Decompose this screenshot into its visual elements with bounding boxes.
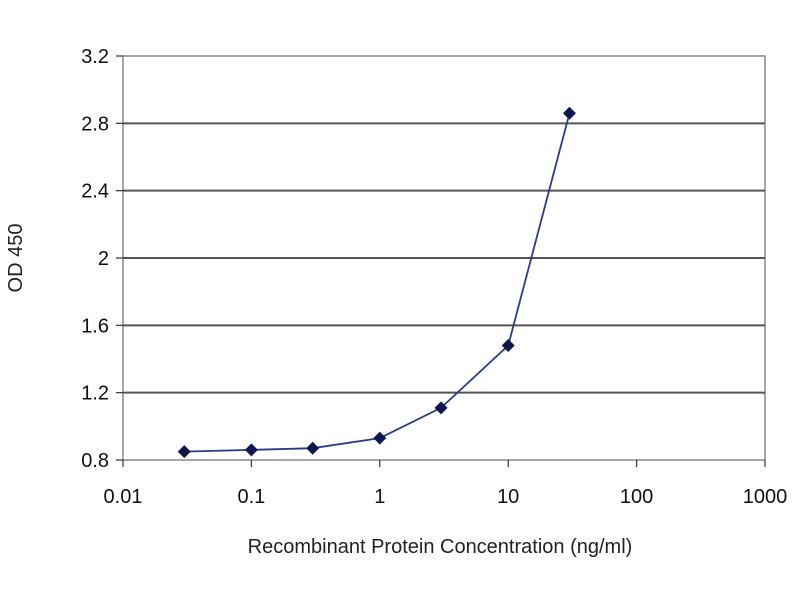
data-point [244, 443, 258, 457]
y-tick-label: 1.6 [81, 315, 109, 337]
x-tick-label: 0.1 [237, 486, 265, 508]
y-axis: 0.8 1.2 1.6 2 2.4 2.8 3.2 [81, 46, 123, 472]
x-axis-title: Recombinant Protein Concentration (ng/ml… [248, 536, 633, 558]
data-point [434, 401, 448, 415]
data-point [562, 106, 576, 120]
y-tick-label: 1.2 [81, 383, 109, 405]
data-point [306, 441, 320, 455]
grid-lines [123, 122, 765, 394]
data-point [373, 431, 387, 445]
y-tick-label: 0.8 [81, 450, 109, 472]
data-point [501, 339, 515, 353]
x-tick-label: 0.01 [104, 486, 143, 508]
data-point [177, 445, 191, 459]
x-tick-label: 1000 [743, 486, 788, 508]
series-group [177, 106, 576, 459]
y-tick-label: 2 [98, 248, 109, 270]
y-tick-label: 2.4 [81, 181, 109, 203]
y-axis-title: OD 450 [5, 224, 27, 293]
x-tick-label: 10 [497, 486, 519, 508]
x-axis: 0.01 0.1 1 10 100 1000 [104, 460, 788, 508]
x-tick-label: 1 [374, 486, 385, 508]
y-tick-label: 3.2 [81, 46, 109, 68]
x-tick-label: 100 [620, 486, 653, 508]
y-tick-label: 2.8 [81, 113, 109, 135]
